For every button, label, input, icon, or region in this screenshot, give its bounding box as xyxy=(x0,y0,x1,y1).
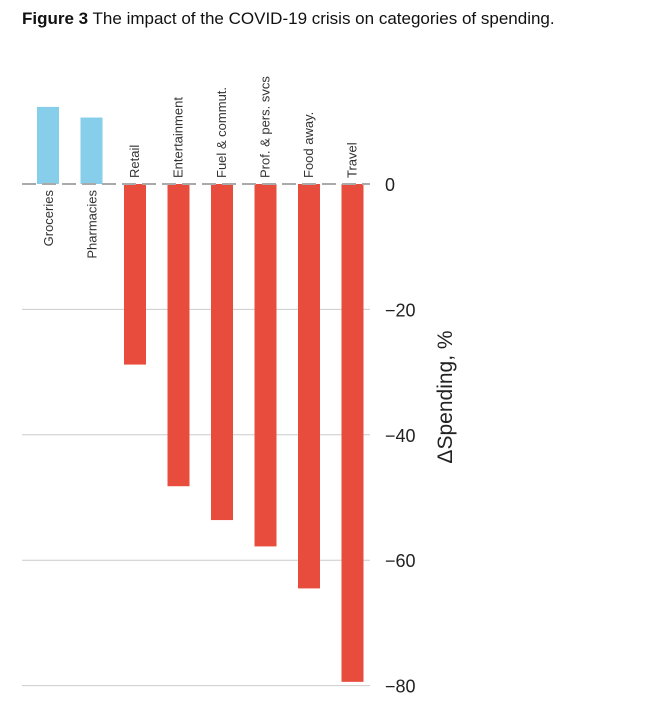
category-label: Entertainment xyxy=(171,97,186,178)
y-tick-label: −20 xyxy=(385,300,416,320)
y-axis-label: ΔSpending, % xyxy=(434,330,457,463)
bar xyxy=(254,184,277,547)
y-tick-label: −80 xyxy=(385,677,416,697)
category-label: Retail xyxy=(127,145,142,178)
figure-label: Figure 3 xyxy=(22,9,89,28)
bar xyxy=(37,106,59,184)
category-label: Food away. xyxy=(301,112,316,178)
figure-caption-text: The impact of the COVID-19 crisis on cat… xyxy=(92,9,555,28)
category-label: Groceries xyxy=(41,190,56,247)
y-tick-label: −40 xyxy=(385,426,416,446)
bar xyxy=(124,184,146,365)
bar xyxy=(211,184,233,521)
category-label: Travel xyxy=(345,142,360,178)
y-tick-labels: 0 −20 −40 −60 −80 xyxy=(385,175,416,697)
bar xyxy=(80,117,103,184)
category-label: Pharmacies xyxy=(85,190,100,259)
bar xyxy=(167,184,190,487)
y-tick-label: −60 xyxy=(385,551,416,571)
bar xyxy=(298,184,320,589)
category-labels: Groceries Pharmacies Retail Entertainment Fu… xyxy=(41,76,360,259)
bar xyxy=(341,184,364,682)
category-label: Fuel & commut. xyxy=(214,87,229,178)
y-tick-label: 0 xyxy=(385,175,395,195)
figure-caption: Figure 3 The impact of the COVID-19 cris… xyxy=(22,9,555,29)
category-label: Prof. & pers. svcs xyxy=(258,76,273,178)
bars xyxy=(37,106,364,682)
